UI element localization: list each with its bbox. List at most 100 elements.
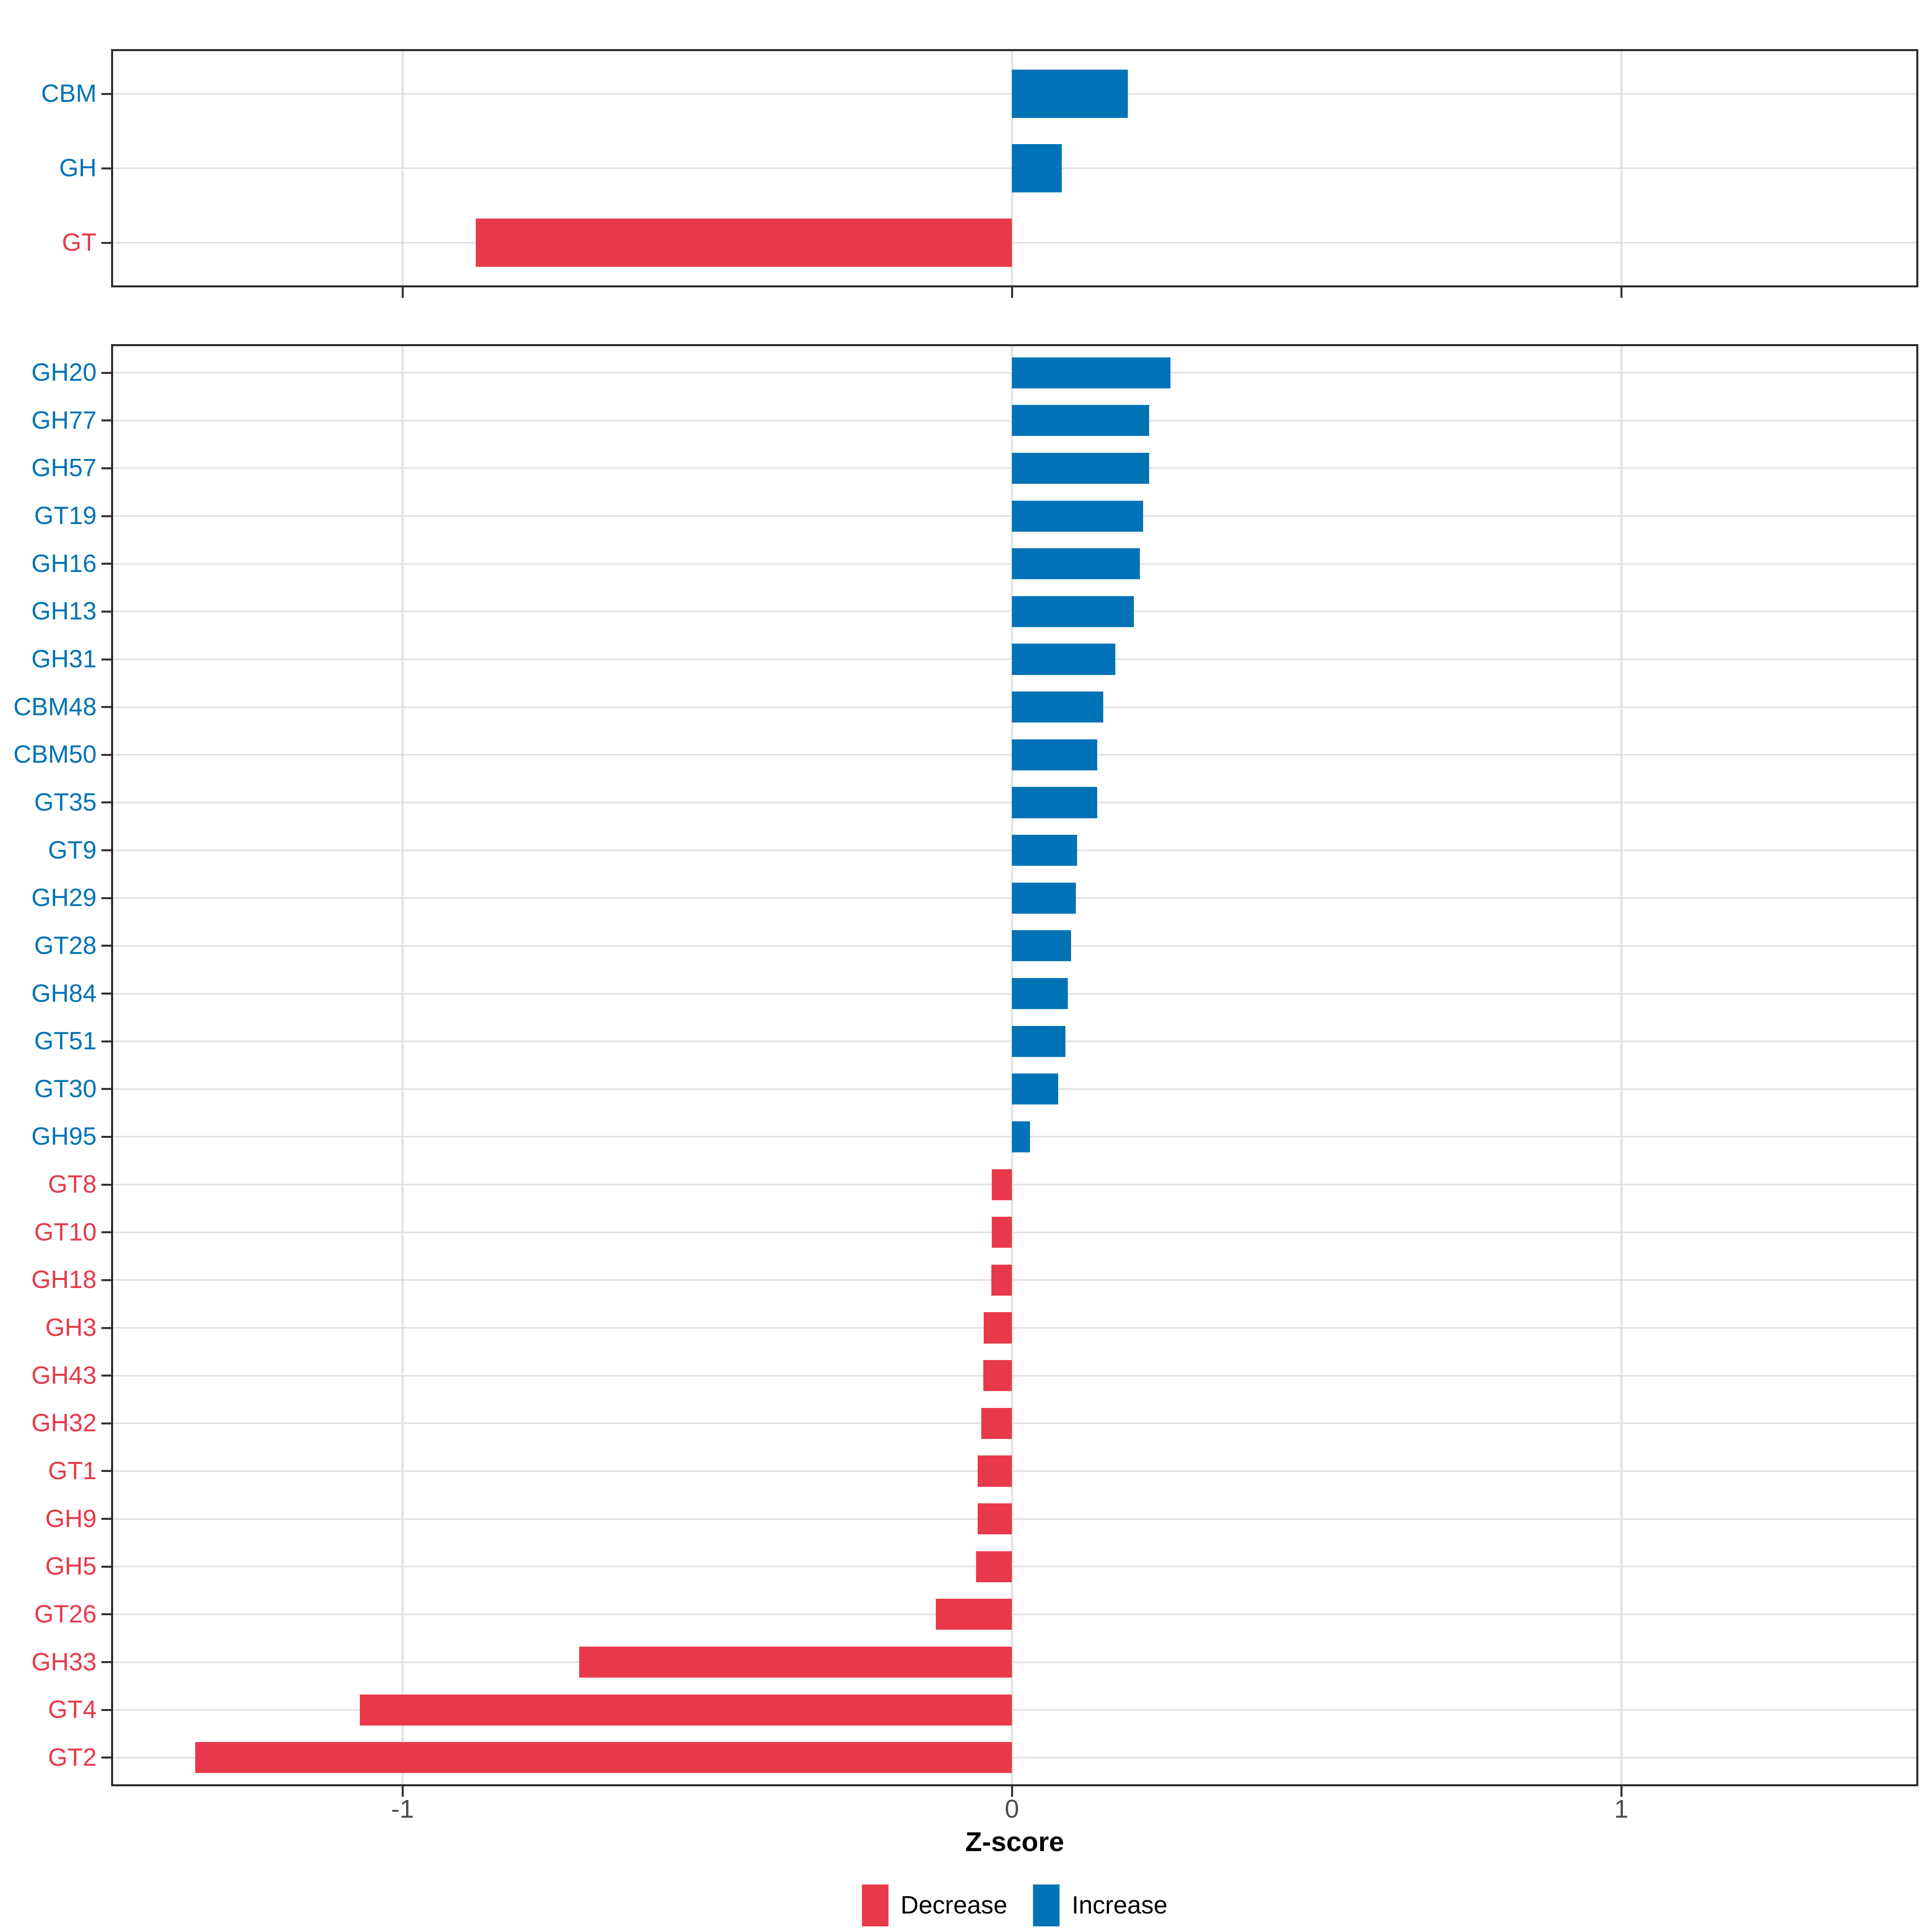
category-label-GT9: GT9: [48, 836, 97, 864]
legend-item-increase: Increase: [1033, 1885, 1168, 1926]
gridline-y-GT: [111, 242, 1918, 244]
bar-GT10: [992, 1217, 1012, 1248]
bar-GT35: [1012, 787, 1097, 818]
bar-GH13: [1012, 596, 1134, 627]
gridline-y-GH9: [111, 1518, 1918, 1520]
category-label-GT30: GT30: [34, 1075, 97, 1103]
bar-GH33: [579, 1646, 1012, 1678]
gridline-x--1: [401, 344, 404, 1786]
bar-GH18: [991, 1264, 1012, 1296]
x-tick-mark: [1620, 1786, 1622, 1797]
y-tick-mark: [101, 1470, 111, 1472]
category-label-GH43: GH43: [31, 1361, 97, 1389]
y-tick-mark: [101, 1375, 111, 1377]
y-tick-mark: [101, 1422, 111, 1424]
bar-CBM48: [1012, 691, 1104, 723]
bar-GH43: [983, 1360, 1012, 1391]
bar-GT19: [1012, 500, 1143, 532]
category-label-GT1: GT1: [48, 1457, 97, 1485]
y-tick-mark: [101, 1183, 111, 1186]
category-label-GH33: GH33: [31, 1648, 97, 1676]
category-label-GT35: GT35: [34, 788, 97, 816]
y-tick-mark: [101, 93, 111, 95]
bar-GH20: [1012, 357, 1170, 388]
gridline-y-GT4: [111, 1709, 1918, 1711]
gridline-x-0: [1011, 344, 1013, 1786]
category-label-GH31: GH31: [31, 645, 97, 673]
y-tick-mark: [101, 753, 111, 756]
y-tick-mark: [101, 1757, 111, 1759]
y-tick-mark: [101, 849, 111, 852]
bar-GH31: [1012, 644, 1116, 675]
y-tick-mark: [101, 1279, 111, 1281]
gridline-y-GH33: [111, 1661, 1918, 1663]
gridline-y-GT10: [111, 1231, 1918, 1233]
category-label-GH57: GH57: [31, 454, 97, 482]
gridline-y-GH32: [111, 1422, 1918, 1424]
category-label-GH3: GH3: [45, 1314, 97, 1342]
category-label-CBM48: CBM48: [13, 693, 97, 721]
y-tick-mark: [101, 1327, 111, 1329]
bar-GT26: [935, 1599, 1012, 1630]
y-tick-mark: [101, 563, 111, 565]
category-label-GT28: GT28: [34, 931, 97, 960]
bar-CBM: [1012, 69, 1128, 118]
gridline-y-GH18: [111, 1279, 1918, 1281]
y-tick-mark: [101, 801, 111, 804]
y-tick-mark: [101, 1613, 111, 1616]
bar-GT30: [1012, 1073, 1059, 1105]
x-tick-mark: [1011, 1786, 1013, 1797]
x-tick-label--1: -1: [391, 1794, 414, 1823]
bar-GT2: [195, 1742, 1012, 1773]
category-label-GT4: GT4: [48, 1696, 97, 1724]
y-tick-mark: [101, 242, 111, 244]
category-label-GT19: GT19: [34, 502, 97, 530]
bar-GH29: [1012, 882, 1076, 914]
gridline-y-GH5: [111, 1566, 1918, 1568]
gridline-y-GT2: [111, 1757, 1918, 1759]
category-label-GH5: GH5: [45, 1552, 97, 1581]
x-tick-label-1: 1: [1614, 1794, 1629, 1823]
decrease-swatch: [862, 1885, 889, 1926]
y-tick-mark: [101, 1661, 111, 1664]
bar-GH9: [978, 1503, 1012, 1535]
category-label-CBM50: CBM50: [13, 741, 97, 769]
y-tick-mark: [101, 610, 111, 613]
category-label-GT10: GT10: [34, 1218, 97, 1246]
category-label-GT: GT: [62, 229, 97, 256]
gridline-y-GH43: [111, 1375, 1918, 1377]
bar-GT8: [992, 1169, 1012, 1200]
bar-GH32: [981, 1408, 1012, 1439]
x-tick-mark: [1620, 287, 1622, 298]
gridline-y-GT8: [111, 1184, 1918, 1186]
x-tick-mark: [401, 1786, 404, 1797]
category-label-GH95: GH95: [31, 1123, 97, 1151]
legend: Decrease Increase: [862, 1885, 1168, 1926]
y-tick-mark: [101, 1088, 111, 1090]
y-tick-mark: [101, 419, 111, 422]
increase-swatch: [1033, 1885, 1060, 1926]
bar-GH5: [976, 1551, 1012, 1582]
legend-label-decrease: Decrease: [900, 1891, 1007, 1919]
y-tick-mark: [101, 1231, 111, 1234]
x-tick-label-0: 0: [1005, 1794, 1019, 1823]
bar-GT: [475, 218, 1012, 267]
y-tick-mark: [101, 167, 111, 169]
gridline-y-GT26: [111, 1613, 1918, 1615]
x-tick-mark: [401, 287, 404, 298]
bar-GT28: [1012, 930, 1071, 962]
category-label-CBM: CBM: [41, 80, 97, 107]
y-tick-mark: [101, 897, 111, 899]
category-label-GH18: GH18: [31, 1266, 97, 1294]
y-tick-mark: [101, 945, 111, 947]
category-label-GH29: GH29: [31, 884, 97, 912]
bar-GH95: [1012, 1121, 1030, 1152]
bar-GH: [1012, 144, 1062, 193]
category-label-GH16: GH16: [31, 549, 97, 578]
gridline-y-GH3: [111, 1327, 1918, 1329]
y-tick-mark: [101, 1040, 111, 1042]
y-tick-mark: [101, 515, 111, 517]
category-label-GH20: GH20: [31, 359, 97, 387]
y-tick-mark: [101, 706, 111, 708]
